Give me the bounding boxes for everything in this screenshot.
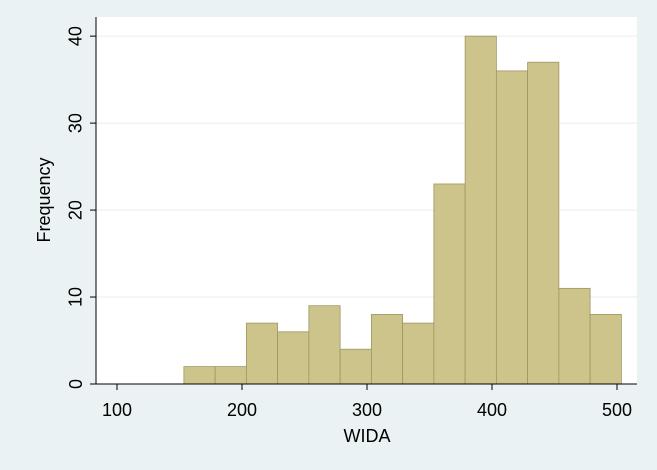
bar [245, 322, 279, 385]
x-tick-label: 500 [602, 400, 632, 420]
x-tick-label: 100 [102, 400, 132, 420]
bar [308, 305, 341, 385]
y-tick-label: 40 [66, 26, 86, 46]
x-axis-label: WIDA [344, 426, 391, 446]
bar [433, 183, 466, 385]
bar [402, 322, 435, 385]
bar [214, 366, 247, 385]
bar [464, 35, 497, 385]
bar [589, 314, 622, 385]
x-tick-label: 300 [352, 400, 382, 420]
y-tick-label: 20 [66, 200, 86, 220]
bar [183, 366, 216, 385]
bar [339, 348, 372, 385]
y-tick-label: 10 [66, 287, 86, 307]
bar [527, 61, 560, 385]
y-axis-label: Frequency [34, 157, 54, 242]
x-tick-label: 400 [477, 400, 507, 420]
bar [495, 70, 529, 385]
x-tick-label: 200 [227, 400, 257, 420]
y-tick-label: 0 [66, 379, 86, 389]
bar [558, 287, 591, 385]
bar [277, 331, 310, 385]
bar [370, 314, 404, 385]
y-tick-label: 30 [66, 113, 86, 133]
